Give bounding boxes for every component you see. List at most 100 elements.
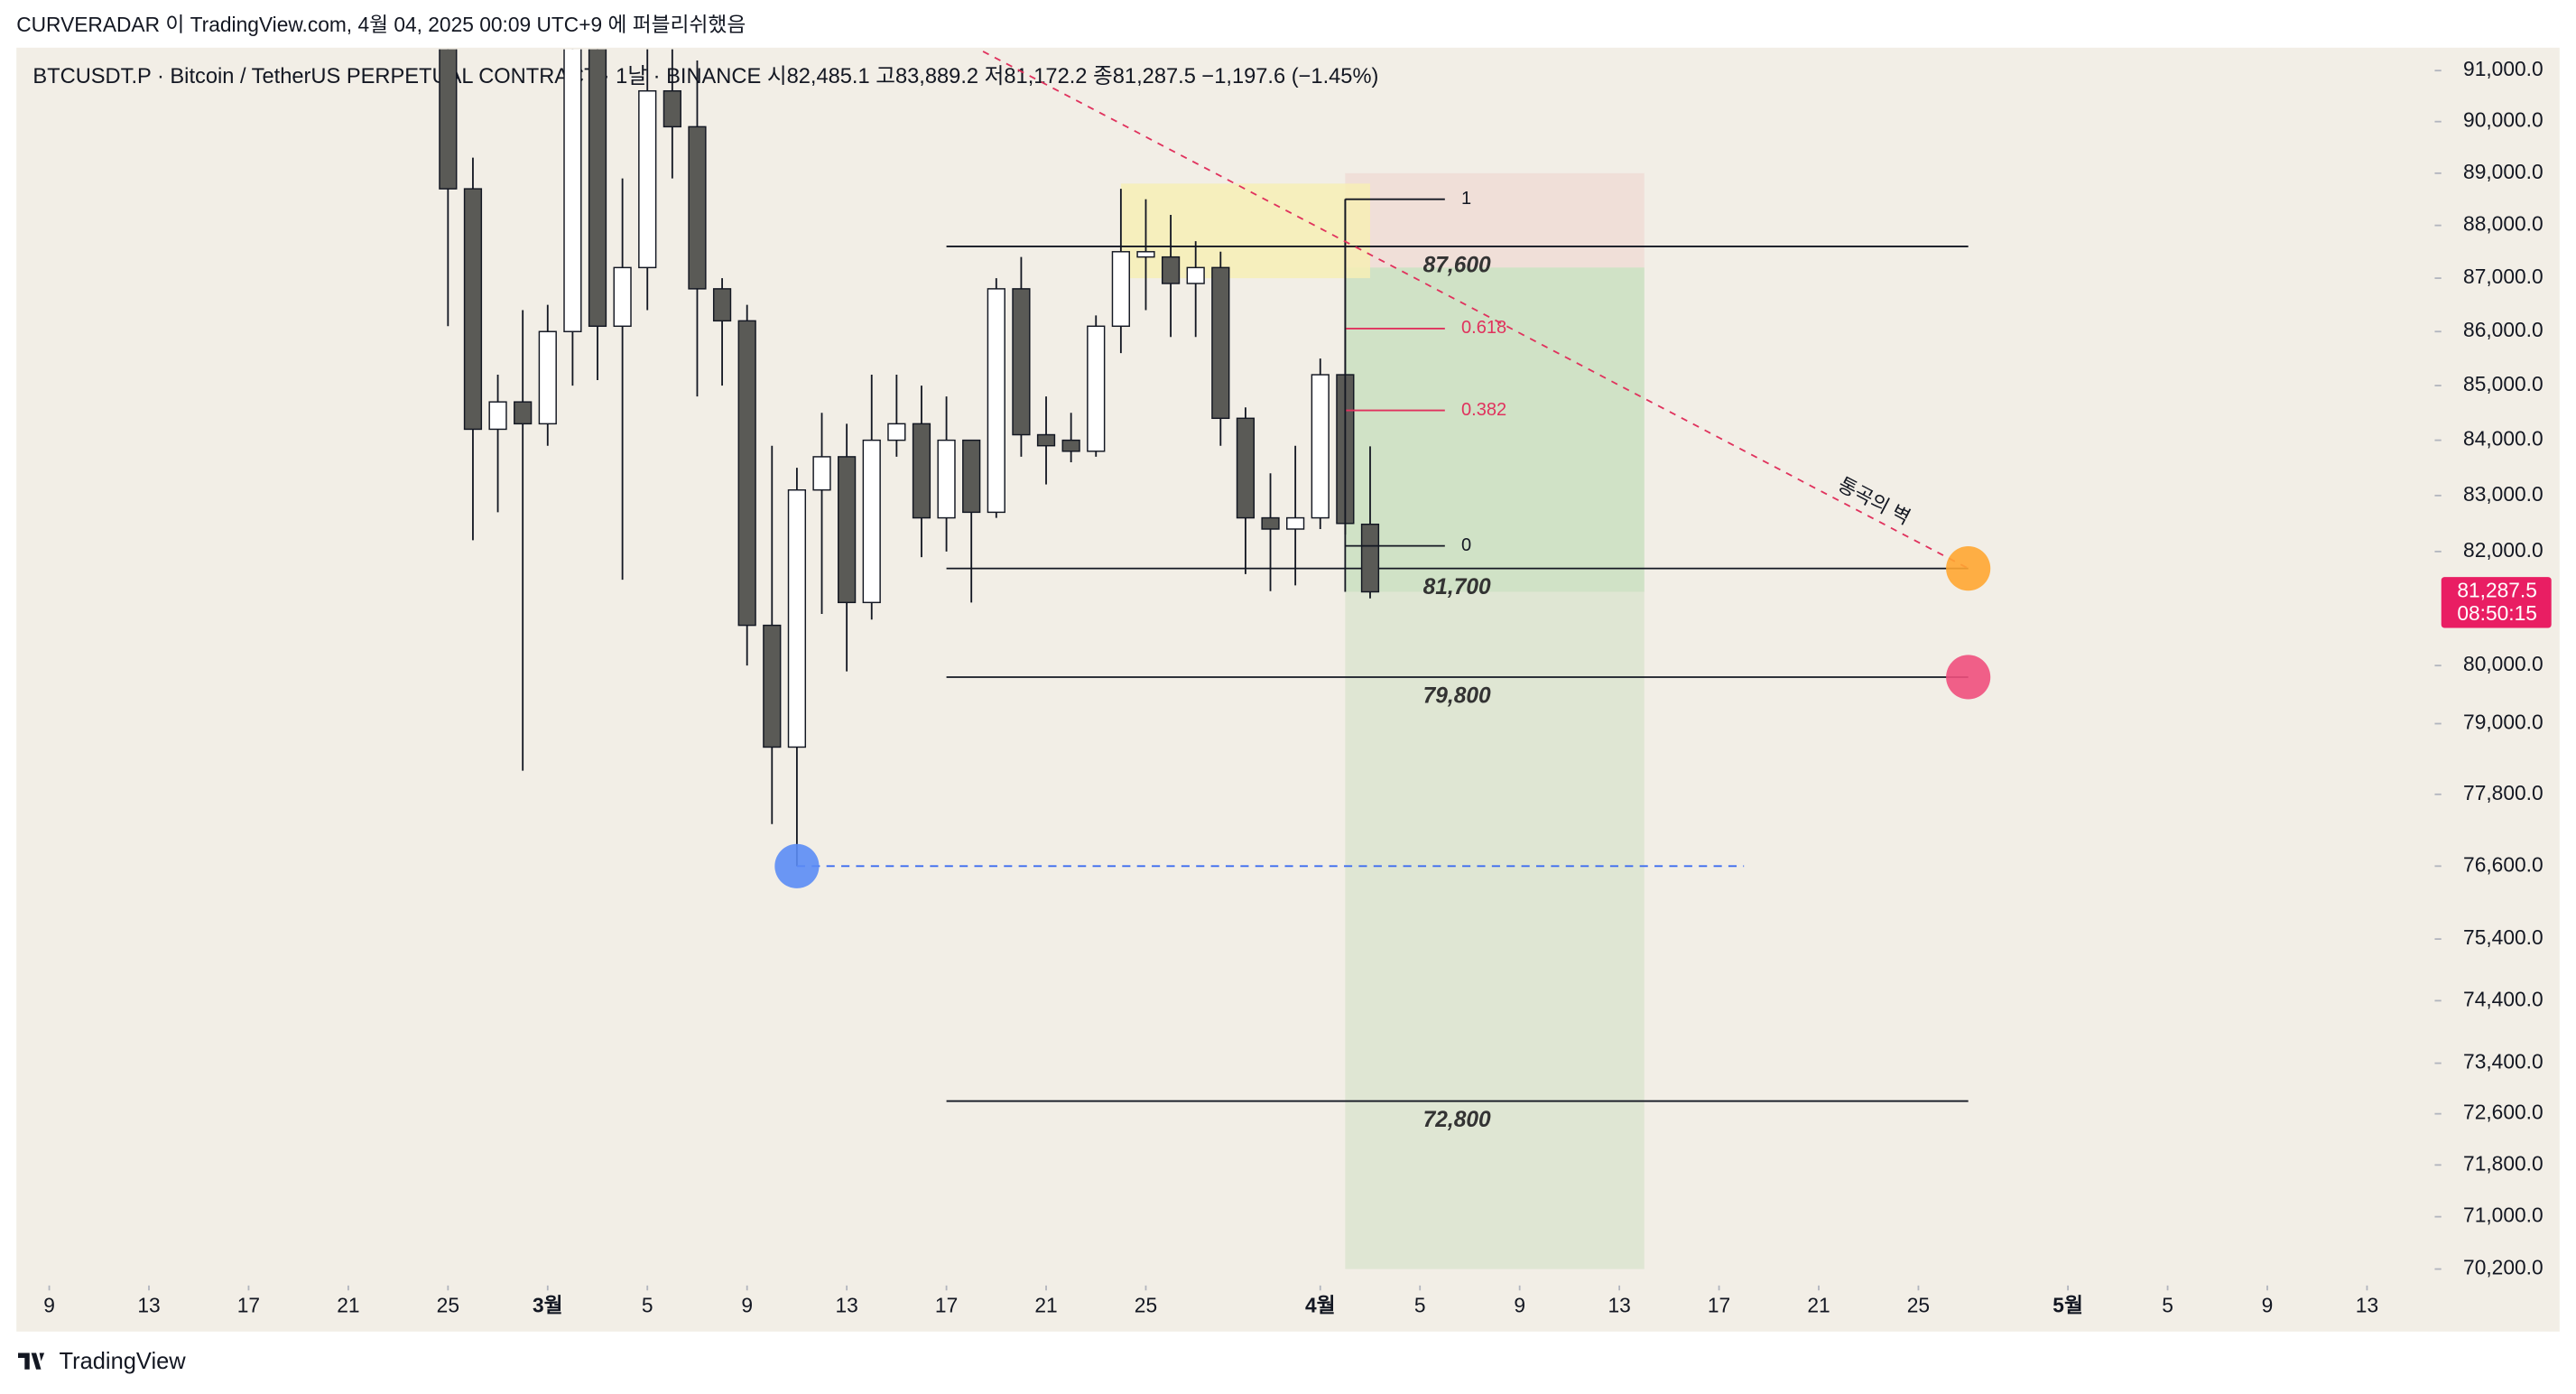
x-tick-label: 5	[1414, 1294, 1426, 1317]
x-tick-label: 4월	[1305, 1294, 1336, 1317]
candle-body	[1261, 516, 1280, 530]
y-tick-label: 82,000.0	[2463, 538, 2544, 562]
x-tick-label: 17	[1708, 1294, 1730, 1317]
candle-body	[1111, 251, 1130, 328]
x-tick-label: 25	[1907, 1294, 1930, 1317]
price-tag	[2441, 577, 2552, 628]
y-tick-label: 77,800.0	[2463, 781, 2544, 804]
candle-body	[1286, 516, 1305, 530]
candle-body	[688, 125, 707, 290]
x-tick-label: 13	[2356, 1294, 2378, 1317]
candle-body	[1311, 374, 1330, 519]
x-tick-label: 5	[642, 1294, 653, 1317]
candle-body	[1236, 417, 1256, 519]
candle-body	[563, 49, 582, 332]
y-tick-label: 80,000.0	[2463, 652, 2544, 675]
candle-body	[862, 439, 881, 604]
y-tick-label: 71,000.0	[2463, 1203, 2544, 1227]
candle-body	[1161, 256, 1181, 284]
plot-area: 87,60081,70079,80072,80010.6180.3820통곡의 …	[439, 49, 1991, 1269]
candle-body	[538, 330, 557, 425]
symbol-legend: BTCUSDT.P · Bitcoin / TetherUS PERPETUAL…	[32, 64, 1378, 88]
y-tick-label: 83,000.0	[2463, 482, 2544, 506]
candle-body	[1360, 523, 1380, 593]
y-tick-label: 86,000.0	[2463, 318, 2544, 341]
candle-body	[638, 89, 657, 269]
candle-body	[1036, 433, 1056, 447]
y-tick-label: 89,000.0	[2463, 160, 2544, 183]
x-tick-label: 9	[2262, 1294, 2274, 1317]
x-tick-label: 25	[437, 1294, 459, 1317]
x-tick-label: 9	[1514, 1294, 1525, 1317]
y-tick-label: 88,000.0	[2463, 212, 2544, 236]
x-tick-label: 3월	[533, 1294, 563, 1317]
fib-label: 0.382	[1461, 400, 1506, 420]
y-tick-label: 75,400.0	[2463, 925, 2544, 949]
trend-line	[977, 49, 1969, 570]
candle-body	[912, 423, 931, 519]
candle-body	[663, 89, 681, 128]
x-tick-label: 17	[935, 1294, 958, 1317]
y-tick-label: 70,200.0	[2463, 1256, 2544, 1279]
x-tick-label: 9	[43, 1294, 55, 1317]
y-tick-label: 90,000.0	[2463, 108, 2544, 132]
fib-label: 0.618	[1461, 318, 1506, 338]
x-tick-label: 21	[1034, 1294, 1057, 1317]
publish-header: CURVERADAR 이 TradingView.com, 4월 04, 202…	[16, 13, 746, 36]
candle-body	[763, 624, 782, 748]
y-tick-label: 74,400.0	[2463, 987, 2544, 1010]
y-tick-label: 91,000.0	[2463, 57, 2544, 80]
y-tick-label: 73,400.0	[2463, 1050, 2544, 1073]
candle-body	[439, 49, 458, 190]
supply-zone	[1120, 183, 1370, 279]
candle-body	[962, 439, 981, 514]
x-tick-label: 13	[1608, 1294, 1630, 1317]
marker	[774, 843, 820, 888]
price-countdown: 08:50:15	[2457, 601, 2537, 625]
candle-body	[1136, 251, 1155, 258]
fib-label: 1	[1461, 189, 1471, 209]
level-label: 72,800	[1423, 1108, 1491, 1132]
x-tick-label: 17	[237, 1294, 260, 1317]
candle-body	[488, 401, 507, 431]
x-tick-label: 13	[835, 1294, 857, 1317]
candle-body	[1012, 288, 1031, 436]
candle-body	[613, 266, 632, 328]
y-tick-label: 76,600.0	[2463, 852, 2544, 876]
level-label: 81,700	[1423, 575, 1491, 599]
y-tick-label: 87,000.0	[2463, 265, 2544, 288]
y-tick-label: 85,000.0	[2463, 372, 2544, 395]
candle-body	[987, 288, 1005, 514]
candle-body	[937, 439, 956, 519]
level-label: 87,600	[1423, 253, 1491, 277]
level-label: 79,800	[1423, 683, 1491, 708]
candle-body	[887, 423, 906, 441]
candle-body	[812, 456, 831, 491]
price-tag-label: 81,287.5	[2457, 579, 2537, 602]
x-tick-label: 5	[2162, 1294, 2173, 1317]
x-tick-label: 25	[1135, 1294, 1157, 1317]
candle-body	[737, 320, 756, 627]
filled-target	[1345, 267, 1645, 592]
marker	[1946, 546, 1991, 591]
y-tick-label: 71,800.0	[2463, 1151, 2544, 1175]
x-tick-label: 13	[137, 1294, 160, 1317]
x-tick-label: 9	[741, 1294, 753, 1317]
brand-logo	[18, 1352, 45, 1370]
candle-body	[514, 401, 533, 425]
candle-body	[787, 488, 807, 748]
y-tick-label: 72,600.0	[2463, 1101, 2544, 1124]
y-tick-label: 84,000.0	[2463, 427, 2544, 451]
x-tick-label: 5월	[2052, 1294, 2083, 1317]
x-tick-label: 21	[337, 1294, 359, 1317]
candle-body	[1186, 266, 1205, 284]
stop-zone	[1345, 172, 1645, 268]
brand-name: TradingView	[60, 1349, 187, 1374]
marker	[1946, 655, 1991, 700]
fib-label: 0	[1461, 535, 1471, 555]
candle-body	[463, 188, 483, 431]
candle-body	[1061, 439, 1080, 452]
candle-body	[838, 456, 857, 604]
x-tick-label: 21	[1807, 1294, 1830, 1317]
